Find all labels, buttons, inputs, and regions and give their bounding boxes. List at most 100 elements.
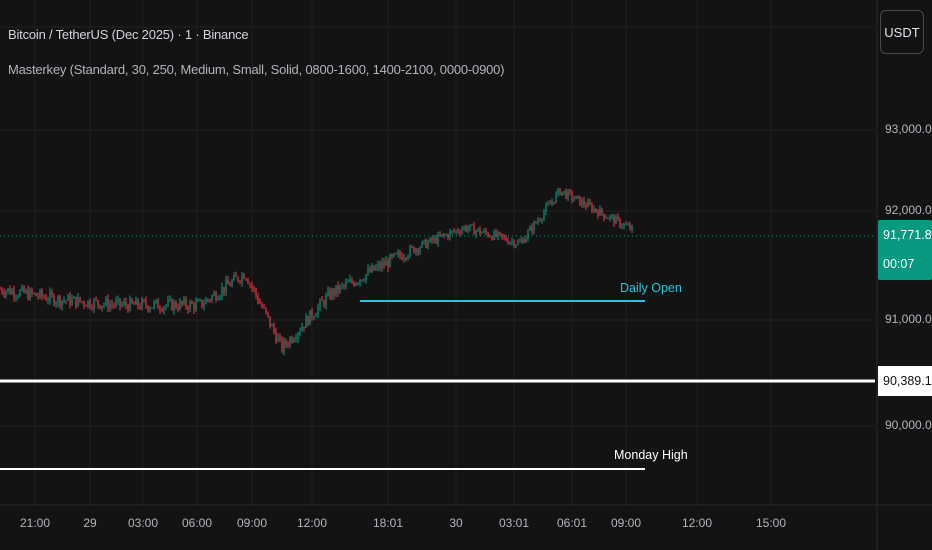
candle-body [203,304,205,307]
candle-body [71,298,73,305]
candle-body [65,300,67,302]
candle-body [307,316,309,326]
candle-body [365,274,367,281]
candle-body [237,276,239,282]
candle-body [501,233,503,237]
candle-body [563,190,565,192]
candle-body [51,291,53,296]
candle-body [309,310,311,326]
candle-body [249,283,251,285]
candle-body [599,208,601,216]
candle-body [137,299,139,307]
candle-body [63,300,65,302]
candle-body [571,192,573,200]
candle-body [529,226,531,231]
time-tick-label: 21:00 [20,516,50,530]
candle-body [25,290,27,293]
candle-body [573,198,575,200]
candle-body [399,252,401,256]
candle-body [475,230,477,235]
candle-body [361,279,363,281]
candle-body [149,308,151,311]
candle-body [519,241,521,243]
candle-body [271,324,273,327]
candle-body [469,224,471,229]
candle-body [21,286,23,291]
candle-body [131,298,133,303]
candle-body [3,292,5,296]
candle-body [231,280,233,287]
candle-body [509,241,511,244]
candle-body [211,295,213,301]
candle-body [107,298,109,309]
time-tick-label: 15:00 [756,516,786,530]
candle-body [553,201,555,203]
candle-body [305,316,307,328]
candle-body [75,296,77,307]
candle-body [213,292,215,296]
candle-body [355,283,357,286]
candle-body [13,290,15,298]
candle-body [459,232,461,234]
candle-body [549,203,551,205]
candle-body [333,289,335,296]
candle-body [57,296,59,303]
candle-body [225,280,227,293]
candle-body [185,299,187,308]
candle-body [383,262,385,266]
candle-body [179,301,181,310]
candle-body [99,304,101,309]
candle-body [83,301,85,306]
candle-body [531,226,533,232]
candle-body [607,217,609,219]
candle-body [195,301,197,310]
candle-body [19,290,21,297]
candle-body [239,281,241,283]
monday-high-label: Monday High [614,448,688,462]
candle-body [289,337,291,346]
price-tick-label: 90,000.0 [885,418,932,432]
candle-body [281,337,283,352]
candle-body [395,253,397,255]
candle-body [145,300,147,307]
candle-body [159,308,161,310]
candle-body [313,317,315,319]
candle-body [35,293,37,297]
candle-body [525,237,527,243]
candle-body [589,201,591,205]
candle-body [629,224,631,230]
candle-body [631,225,633,230]
candle-body [257,295,259,303]
candle-body [547,203,549,205]
candle-body [623,223,625,227]
candle-body [245,278,247,280]
candle-body [521,239,523,243]
candle-body [449,231,451,238]
candle-body [121,304,123,306]
candle-body [115,300,117,306]
candle-body [625,223,627,225]
candle-body [125,301,127,306]
candle-body [597,211,599,216]
currency-button[interactable]: USDT [880,10,924,54]
candle-body [5,291,7,296]
candle-body [105,298,107,305]
candle-body [33,293,35,295]
candle-body [577,195,579,197]
candle-body [407,255,409,259]
indicator-legend[interactable]: Masterkey (Standard, 30, 250, Medium, Sm… [8,62,505,77]
candle-body [103,304,105,306]
candle-body [405,257,407,259]
candle-body [537,220,539,223]
daily-open-label: Daily Open [620,281,682,295]
candle-body [341,285,343,287]
candle-body [595,208,597,212]
symbol-title[interactable]: Bitcoin / TetherUS (Dec 2025) · 1 · Bina… [8,27,249,42]
candle-body [485,230,487,233]
candle-body [557,188,559,194]
time-tick-label: 06:01 [557,516,587,530]
candle-body [255,288,257,296]
candle-body [29,289,31,300]
